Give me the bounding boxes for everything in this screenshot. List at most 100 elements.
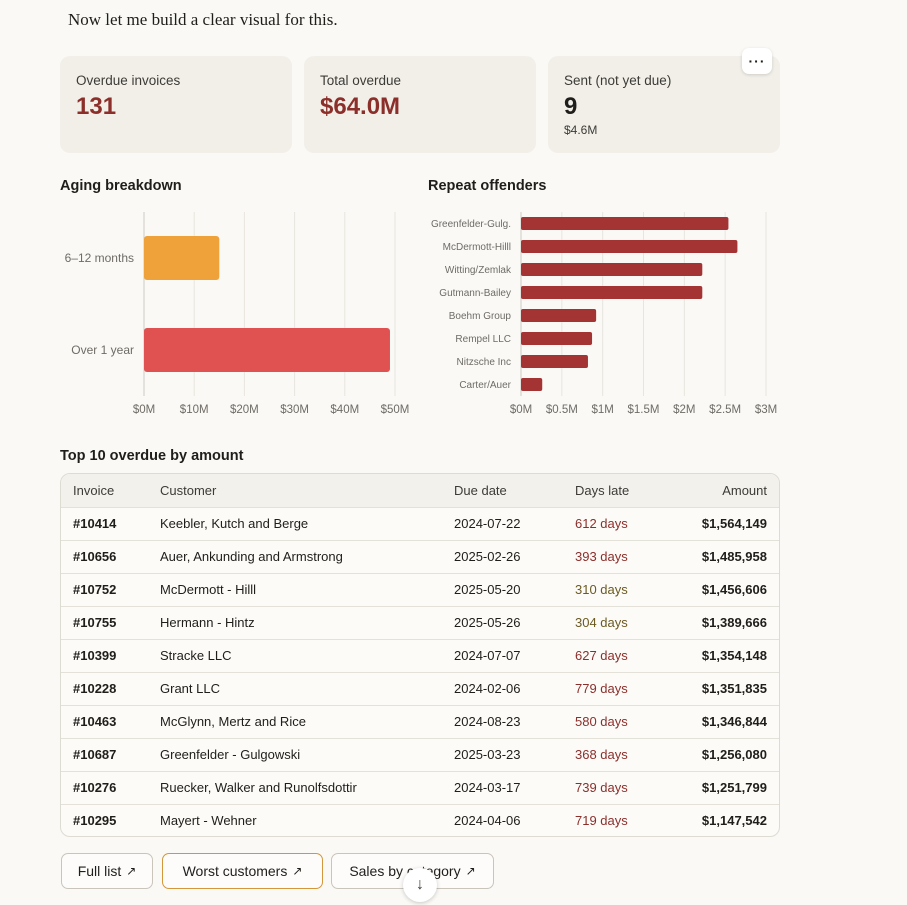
due-date-cell: 2024-07-22 (454, 516, 521, 531)
card-total-overdue: Total overdue $64.0M (304, 56, 536, 153)
col-invoice[interactable]: Invoice (73, 482, 115, 498)
table-row: #10295 Mayert - Wehner 2024-04-06 719 days $… (61, 804, 779, 836)
card-value: 131 (76, 93, 117, 120)
col-due-date[interactable]: Due date (454, 482, 507, 498)
category-label: Gutmann-Bailey (439, 288, 511, 299)
table-row: #10228 Grant LLC 2024-02-06 779 days $1,351,… (61, 672, 779, 705)
card-label: Sent (not yet due) (564, 73, 672, 88)
due-date-cell: 2025-05-20 (454, 582, 521, 597)
invoice-cell: #10752 (73, 582, 117, 597)
bar (521, 355, 588, 368)
worst-customers-button[interactable]: Worst customers ↗ (162, 853, 323, 889)
table-row: #10755 Hermann - Hintz 2025-05-26 304 days $… (61, 606, 779, 639)
days-late-cell: 719 days (575, 813, 628, 829)
col-amount[interactable]: Amount (722, 482, 767, 498)
table-row: #10463 McGlynn, Mertz and Rice 2024-08-23 5… (61, 705, 779, 738)
due-date-cell: 2025-03-23 (454, 747, 521, 762)
days-late-cell: 368 days (575, 747, 628, 762)
bar (521, 263, 703, 276)
bar (144, 328, 390, 372)
amount-cell: $1,256,080 (701, 747, 767, 762)
x-tick-label: $1.5M (628, 404, 660, 416)
amount-cell: $1,251,799 (701, 780, 767, 795)
x-tick-label: $0.5M (546, 404, 578, 416)
category-label: Witting/Zemlak (445, 265, 512, 276)
customer-cell: Keebler, Kutch and Berge (160, 516, 309, 531)
x-tick-label: $30M (280, 404, 309, 416)
col-days-late[interactable]: Days late (575, 482, 630, 498)
customer-cell: Mayert - Wehner (160, 813, 257, 829)
x-tick-label: $50M (381, 404, 410, 416)
category-label: Carter/Auer (459, 380, 511, 391)
days-late-cell: 393 days (575, 549, 628, 564)
customer-cell: Grant LLC (160, 681, 220, 696)
x-tick-label: $40M (330, 404, 359, 416)
x-tick-label: $2.5M (709, 404, 741, 416)
card-value: $64.0M (320, 93, 401, 120)
full-list-button[interactable]: Full list ↗ (61, 853, 153, 889)
table-row: #10414 Keebler, Kutch and Berge 2024-07-22… (61, 507, 779, 540)
invoice-cell: #10399 (73, 648, 117, 663)
invoice-cell: #10228 (73, 681, 117, 696)
table-row: #10687 Greenfelder - Gulgowski 2025-03-23 3… (61, 738, 779, 771)
intro-text: Now let me build a clear visual for this… (68, 10, 338, 29)
overdue-table: Invoice Customer Due date Days late Amou… (60, 473, 780, 837)
due-date-cell: 2024-02-06 (454, 681, 521, 696)
table-row: #10399 Stracke LLC 2024-07-07 627 days $1,35… (61, 639, 779, 672)
card-label: Total overdue (320, 73, 402, 88)
days-late-cell: 310 days (575, 582, 628, 597)
due-date-cell: 2024-04-06 (454, 813, 521, 829)
card-label: Overdue invoices (76, 73, 181, 88)
x-tick-label: $0M (133, 404, 155, 416)
due-date-cell: 2024-03-17 (454, 780, 521, 795)
external-arrow-icon: ↗ (465, 864, 476, 878)
x-tick-label: $1M (591, 404, 613, 416)
table-row: #10752 McDermott - Hilll 2025-05-20 310 day… (61, 573, 779, 606)
days-late-cell: 627 days (575, 648, 628, 663)
days-late-cell: 580 days (575, 714, 628, 729)
due-date-cell: 2024-07-07 (454, 648, 521, 663)
category-label: Greenfelder-Gulg. (431, 219, 511, 230)
amount-cell: $1,485,958 (701, 549, 767, 564)
customer-cell: Greenfelder - Gulgowski (160, 747, 301, 762)
category-label: Over 1 year (71, 343, 134, 357)
customer-cell: McGlynn, Mertz and Rice (160, 714, 306, 729)
customer-cell: McDermott - Hilll (160, 582, 257, 597)
customer-cell: Hermann - Hintz (160, 615, 255, 630)
category-label: 6–12 months (65, 251, 134, 265)
scroll-down-icon[interactable]: ↓ (403, 868, 437, 902)
invoice-cell: #10463 (73, 714, 117, 729)
invoice-cell: #10414 (73, 516, 117, 531)
amount-cell: $1,456,606 (701, 582, 767, 597)
days-late-cell: 304 days (575, 615, 628, 630)
amount-cell: $1,389,666 (701, 615, 767, 630)
due-date-cell: 2025-02-26 (454, 549, 521, 564)
bar (521, 286, 703, 299)
x-tick-label: $10M (180, 404, 209, 416)
bar (521, 217, 729, 230)
category-label: Nitzsche Inc (457, 357, 511, 368)
category-label: Rempel LLC (455, 334, 511, 345)
table-title: Top 10 overdue by amount (60, 448, 244, 464)
invoice-cell: #10687 (73, 747, 117, 762)
card-sent-not-due: Sent (not yet due) 9 $4.6M ··· (548, 48, 780, 153)
bar (521, 378, 543, 391)
amount-cell: $1,564,149 (701, 516, 767, 531)
offenders-chart-title: Repeat offenders (428, 178, 547, 194)
invoice-cell: #10755 (73, 615, 117, 630)
x-tick-label: $20M (230, 404, 259, 416)
due-date-cell: 2024-08-23 (454, 714, 521, 729)
bar (521, 332, 593, 345)
more-options-icon[interactable]: ··· (742, 48, 772, 74)
days-late-cell: 739 days (575, 780, 628, 795)
amount-cell: $1,147,542 (701, 813, 767, 829)
invoice-cell: #10276 (73, 780, 117, 795)
customer-cell: Ruecker, Walker and Runolfsdottir (160, 780, 357, 795)
col-customer[interactable]: Customer (160, 482, 217, 498)
days-late-cell: 779 days (575, 681, 628, 696)
table-row: #10656 Auer, Ankunding and Armstrong 2025-… (61, 540, 779, 573)
customer-cell: Auer, Ankunding and Armstrong (160, 549, 343, 564)
category-label: Boehm Group (449, 311, 512, 322)
bar (521, 240, 738, 253)
invoice-cell: #10656 (73, 549, 117, 564)
